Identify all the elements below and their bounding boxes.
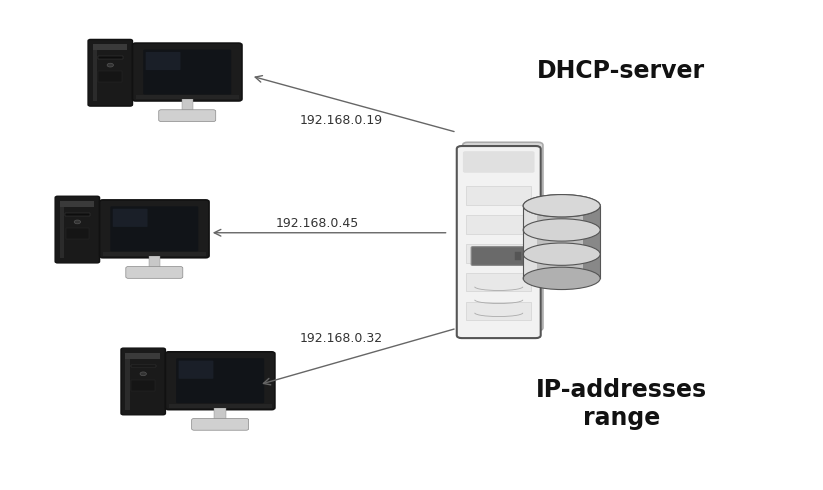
Bar (523, 230, 537, 254)
FancyBboxPatch shape (463, 142, 543, 331)
FancyBboxPatch shape (165, 352, 275, 410)
FancyBboxPatch shape (146, 52, 180, 70)
Bar (99, 71, 122, 82)
Text: DHCP-server: DHCP-server (537, 59, 705, 83)
Text: IP-addresses
range: IP-addresses range (536, 378, 707, 430)
Ellipse shape (523, 219, 600, 241)
FancyBboxPatch shape (176, 358, 264, 403)
Ellipse shape (523, 243, 600, 266)
Ellipse shape (523, 195, 600, 217)
Ellipse shape (523, 267, 600, 290)
FancyBboxPatch shape (121, 348, 165, 415)
FancyBboxPatch shape (463, 151, 534, 173)
Bar (92, 46, 97, 101)
FancyBboxPatch shape (471, 246, 527, 266)
Bar (59, 202, 64, 258)
Bar (583, 206, 600, 230)
Bar (466, 186, 532, 205)
Bar (136, 95, 239, 99)
Bar (523, 230, 600, 254)
Bar (466, 273, 532, 292)
FancyBboxPatch shape (179, 361, 213, 379)
Bar (66, 228, 89, 239)
Bar (466, 244, 532, 263)
Bar (169, 404, 272, 408)
Ellipse shape (523, 195, 600, 217)
FancyBboxPatch shape (457, 146, 541, 338)
Bar (125, 353, 160, 359)
Bar (515, 252, 521, 260)
FancyBboxPatch shape (55, 196, 100, 263)
Bar (182, 99, 193, 111)
Bar (132, 380, 155, 391)
FancyBboxPatch shape (192, 418, 249, 430)
Bar (103, 252, 206, 256)
Bar (583, 254, 600, 278)
Bar (523, 206, 537, 230)
Bar (59, 201, 95, 207)
Circle shape (74, 220, 81, 224)
FancyBboxPatch shape (126, 267, 183, 278)
FancyBboxPatch shape (113, 209, 147, 227)
Bar (466, 215, 532, 234)
Bar (92, 44, 128, 50)
FancyBboxPatch shape (159, 110, 216, 122)
Text: 192.168.0.32: 192.168.0.32 (300, 332, 384, 344)
Bar (98, 56, 123, 59)
Text: 192.168.0.45: 192.168.0.45 (275, 218, 359, 230)
Bar (65, 213, 90, 216)
Bar (215, 408, 226, 420)
FancyBboxPatch shape (133, 43, 242, 101)
FancyBboxPatch shape (110, 206, 198, 251)
FancyBboxPatch shape (88, 40, 133, 106)
Circle shape (140, 372, 146, 376)
Bar (523, 254, 600, 278)
Text: 192.168.0.19: 192.168.0.19 (300, 114, 384, 126)
Bar (523, 206, 600, 230)
Bar (125, 354, 130, 410)
Bar (131, 365, 156, 368)
Bar (523, 254, 537, 278)
FancyBboxPatch shape (100, 200, 209, 258)
Bar (466, 302, 532, 320)
Bar (583, 230, 600, 254)
Circle shape (107, 63, 114, 67)
FancyBboxPatch shape (143, 49, 231, 95)
Bar (149, 256, 160, 268)
